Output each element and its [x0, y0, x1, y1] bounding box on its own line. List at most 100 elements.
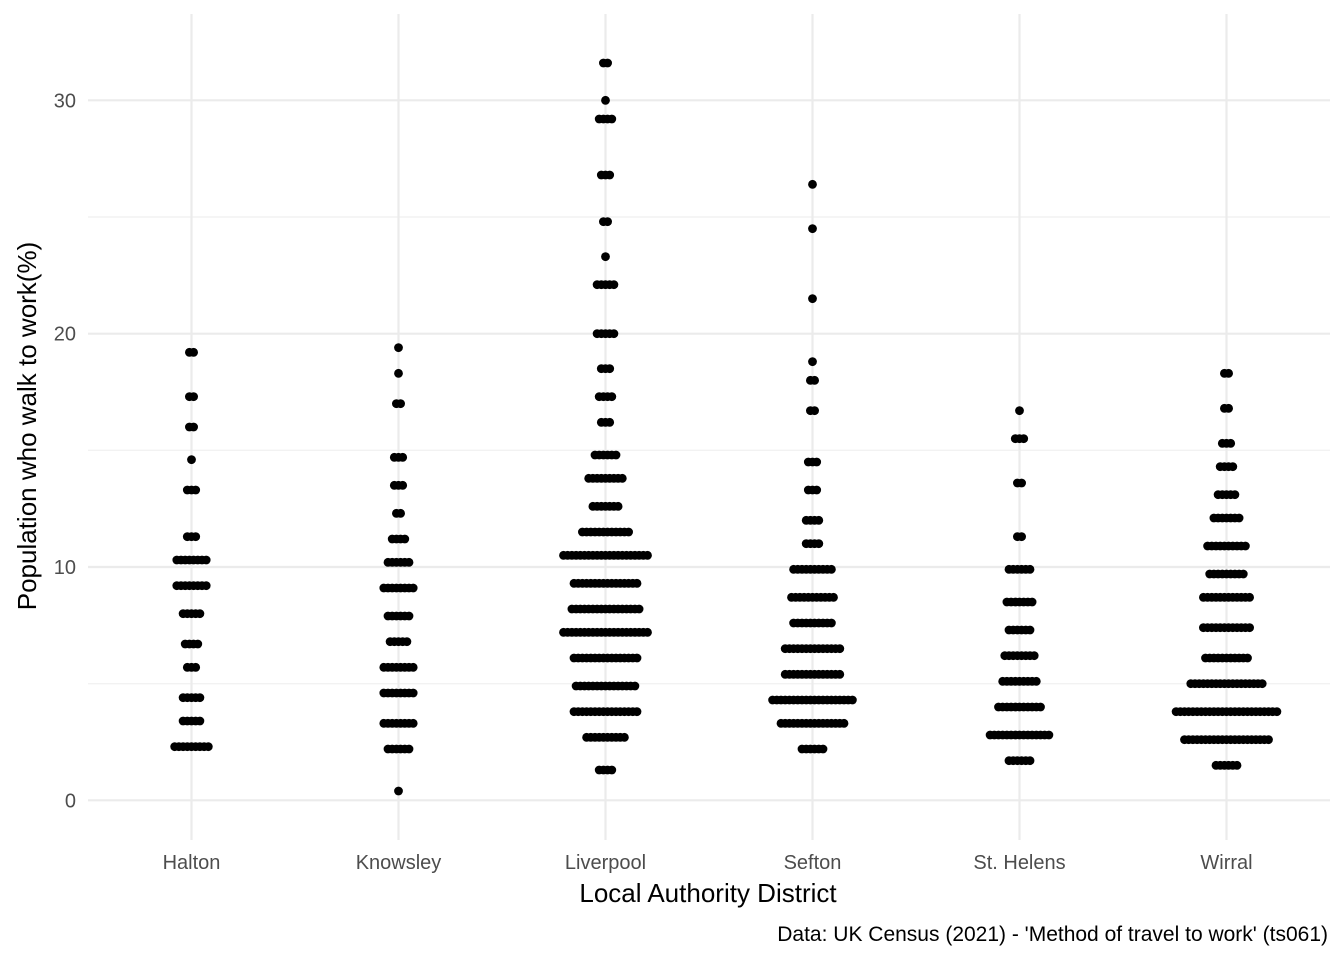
data-point	[818, 744, 828, 754]
data-point	[630, 681, 640, 691]
data-point	[634, 604, 644, 614]
data-point	[1029, 651, 1039, 661]
data-point	[601, 252, 610, 262]
data-point	[1264, 735, 1273, 745]
data-point	[1234, 513, 1244, 523]
data-point	[400, 534, 410, 544]
data-point	[394, 343, 403, 353]
data-point	[611, 450, 621, 460]
data-point	[1230, 490, 1240, 500]
data-point	[191, 662, 201, 672]
data-point	[1025, 756, 1035, 766]
data-point	[609, 280, 619, 290]
data-point	[601, 95, 610, 105]
y-tick-label: 10	[54, 557, 76, 579]
data-point	[827, 618, 836, 628]
data-point	[1226, 438, 1236, 448]
data-point	[408, 718, 418, 728]
data-point	[605, 364, 615, 374]
data-point	[394, 368, 403, 378]
data-point	[617, 473, 627, 483]
x-tick-label: Liverpool	[565, 852, 646, 874]
data-point	[605, 417, 615, 427]
data-point	[1025, 564, 1035, 574]
y-tick-label: 20	[54, 324, 76, 346]
data-point	[605, 170, 615, 180]
y-axis-title: Population who walk to work(%)	[12, 242, 42, 611]
x-tick-label: Wirral	[1200, 852, 1252, 874]
data-point	[613, 501, 623, 511]
data-point	[1017, 532, 1026, 542]
data-point	[1036, 702, 1045, 712]
x-tick-label: Sefton	[784, 852, 842, 874]
data-point	[1031, 676, 1041, 686]
data-point	[643, 627, 652, 637]
data-point	[189, 392, 199, 402]
data-point	[1019, 434, 1029, 444]
data-point	[402, 637, 412, 647]
data-point	[607, 114, 617, 124]
data-point	[398, 452, 408, 462]
data-point	[189, 422, 199, 432]
data-point	[1241, 541, 1250, 551]
data-point	[1243, 653, 1252, 663]
data-point	[408, 662, 418, 672]
data-point	[1245, 592, 1254, 602]
data-point	[808, 224, 817, 234]
data-point	[398, 480, 408, 490]
data-point	[810, 375, 819, 385]
data-point	[808, 357, 817, 367]
data-point	[408, 583, 418, 593]
data-point	[191, 485, 201, 495]
data-point	[603, 58, 612, 68]
chart-caption: Data: UK Census (2021) - 'Method of trav…	[777, 923, 1328, 946]
data-points	[170, 58, 1282, 796]
data-point	[1025, 625, 1035, 635]
data-point	[1272, 707, 1282, 717]
data-point	[835, 644, 845, 654]
data-point	[829, 592, 838, 602]
x-tick-label: Halton	[163, 852, 221, 874]
data-point	[1027, 597, 1037, 607]
data-point	[827, 564, 836, 574]
data-point	[195, 693, 205, 703]
y-axis-ticks: 0 10 20 30	[54, 90, 76, 812]
data-point	[835, 669, 845, 679]
data-point	[814, 539, 824, 549]
data-point	[632, 578, 642, 588]
data-point	[808, 179, 817, 189]
data-point	[839, 718, 849, 728]
data-point	[848, 695, 857, 705]
y-tick-label: 0	[65, 790, 76, 812]
data-point	[632, 653, 642, 663]
data-point	[1238, 569, 1248, 579]
data-point	[408, 688, 418, 698]
data-point	[394, 786, 403, 796]
data-point	[632, 707, 642, 717]
data-point	[607, 392, 617, 402]
data-point	[1245, 623, 1254, 633]
x-axis-title: Local Authority District	[579, 878, 837, 908]
data-point	[812, 457, 822, 467]
data-point	[191, 532, 201, 542]
data-point	[609, 329, 619, 339]
data-point	[201, 581, 211, 591]
data-point	[195, 716, 205, 726]
data-point	[1228, 462, 1238, 472]
data-point	[1017, 478, 1026, 488]
data-point	[624, 527, 633, 537]
data-point	[187, 455, 196, 465]
data-point	[1232, 760, 1242, 770]
data-point	[193, 639, 203, 649]
data-point	[396, 399, 405, 409]
grid-lines	[88, 14, 1330, 840]
data-point	[1224, 403, 1233, 413]
data-point	[1044, 730, 1054, 740]
data-point	[201, 555, 211, 565]
x-axis-ticks: Halton Knowsley Liverpool Sefton St. Helens W…	[163, 852, 1253, 874]
data-point	[195, 609, 205, 619]
data-point	[396, 508, 405, 518]
data-point	[1224, 368, 1233, 378]
data-point	[189, 347, 199, 357]
